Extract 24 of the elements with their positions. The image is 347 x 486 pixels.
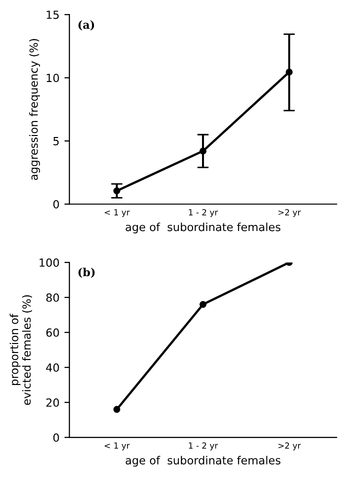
point: [200, 300, 206, 308]
y-tick-label: 20: [46, 398, 59, 407]
x-tick-label: >2 yr: [278, 209, 301, 218]
x-tick-label: 1 - 2 yr: [188, 442, 218, 450]
y-tick-label: 40: [46, 363, 59, 372]
y-tick-label: 10: [46, 74, 59, 82]
x-axis-title: age of subordinate females: [126, 456, 280, 467]
y-tick-label: 60: [46, 328, 59, 337]
y-tick-label: 100: [40, 258, 59, 267]
y-tick-label: 80: [46, 293, 59, 302]
annotation: (a): [78, 20, 94, 30]
y-tick-label: 15: [46, 10, 59, 19]
y-axis-title: aggression frequency (%): [29, 39, 40, 180]
y-axis-title: proportion of evicted females (%): [10, 295, 32, 405]
x-tick-label: 1 - 2 yr: [188, 209, 218, 218]
point: [113, 406, 120, 413]
x-tick-label: >2 yr: [278, 442, 301, 450]
x-tick-label: < 1 yr: [104, 209, 130, 218]
annotation: (b): [78, 268, 95, 278]
y-tick-label: 0: [53, 433, 59, 442]
x-tick-label: < 1 yr: [104, 442, 130, 450]
y-tick-label: 5: [53, 137, 59, 146]
x-axis-title: age of subordinate females: [126, 222, 280, 234]
y-tick-label: 0: [53, 200, 59, 208]
